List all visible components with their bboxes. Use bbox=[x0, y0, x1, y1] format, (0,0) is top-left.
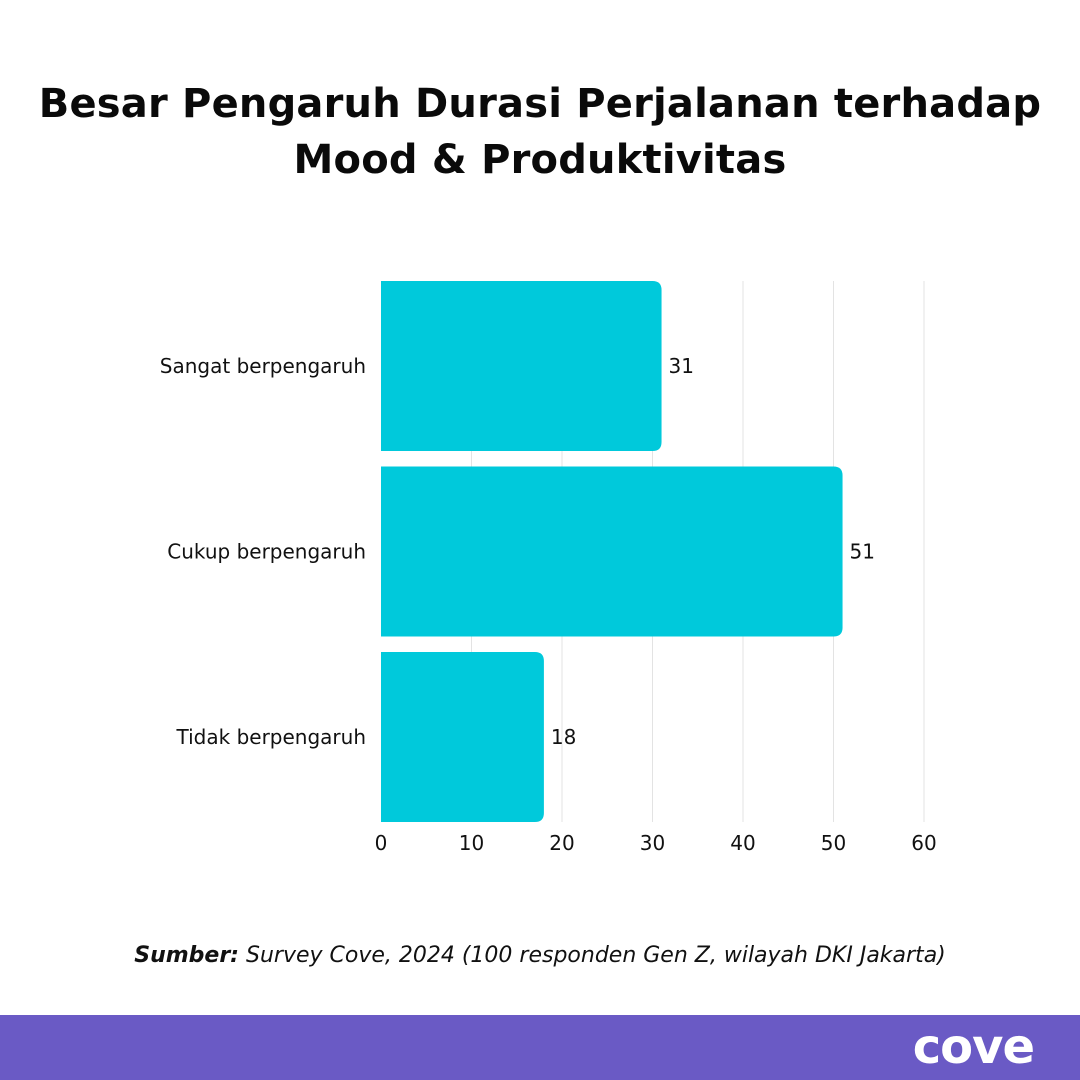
chart-title-line-1: Besar Pengaruh Durasi Perjalanan terhada… bbox=[38, 81, 1042, 127]
x-tick-label: 40 bbox=[730, 831, 755, 855]
source-note: Sumber: Survey Cove, 2024 (100 responden… bbox=[0, 943, 1080, 968]
chart-title: Besar Pengaruh Durasi Perjalanan terhada… bbox=[20, 76, 1060, 188]
source-text: Survey Cove, 2024 (100 responden Gen Z, … bbox=[245, 943, 946, 968]
data-label: 51 bbox=[850, 540, 875, 564]
category-label: Tidak berpengaruh bbox=[176, 725, 366, 749]
x-tick-label: 10 bbox=[459, 831, 484, 855]
cove-logo: cove bbox=[912, 1019, 1035, 1075]
category-label: Cukup berpengaruh bbox=[167, 540, 366, 564]
category-label: Sangat berpengaruh bbox=[160, 354, 366, 378]
bar bbox=[381, 281, 662, 451]
x-tick-label: 0 bbox=[375, 831, 388, 855]
x-tick-label: 30 bbox=[640, 831, 665, 855]
footer-bar: cove bbox=[0, 1015, 1080, 1080]
data-label: 18 bbox=[551, 725, 576, 749]
bar bbox=[381, 652, 544, 822]
bar-chart: 0 10 20 30 40 50 60 Sangat berpengaruh 31 Cukup b… bbox=[160, 281, 937, 855]
x-tick-label: 60 bbox=[911, 831, 936, 855]
labels: 0 10 20 30 40 50 60 Sangat berpengaruh 31 Cukup b… bbox=[160, 354, 937, 855]
chart-title-line-2: Mood & Produktivitas bbox=[293, 137, 787, 183]
data-label: 31 bbox=[669, 354, 694, 378]
x-tick-label: 50 bbox=[821, 831, 846, 855]
source-label: Sumber: bbox=[134, 943, 239, 968]
x-tick-label: 20 bbox=[549, 831, 574, 855]
bar bbox=[381, 466, 843, 637]
bars bbox=[381, 281, 843, 822]
